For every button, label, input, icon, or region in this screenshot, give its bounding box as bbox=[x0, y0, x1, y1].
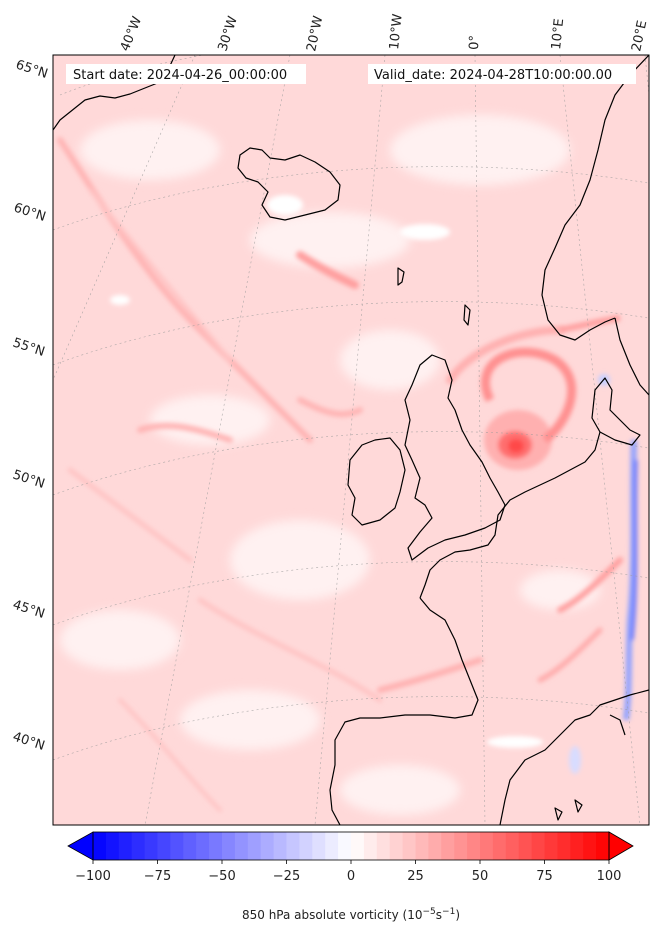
colorbar-cell bbox=[183, 832, 197, 860]
lon-label-30w: 30°W bbox=[216, 14, 241, 53]
lat-label-55n: 55°N bbox=[11, 336, 47, 360]
colorbar-cell bbox=[247, 832, 262, 860]
colorbar-cell bbox=[544, 832, 558, 860]
colorbar-cell bbox=[415, 832, 429, 860]
colorbar-tick-label: −75 bbox=[144, 869, 171, 884]
start-date-label: Start date: 2024-04-26_00:00:00 bbox=[73, 68, 287, 83]
colorbar-cell bbox=[376, 832, 391, 860]
lon-label-40w: 40°W bbox=[118, 14, 145, 53]
colorbar-cell bbox=[363, 832, 378, 860]
colorbar-tick-label: 50 bbox=[472, 869, 489, 884]
colorbar-ticks: −100 −75 −50 −25 0 25 50 75 100 bbox=[75, 860, 621, 884]
latitude-labels: 65°N 60°N 55°N 50°N 45°N 40°N bbox=[11, 58, 50, 754]
valid-date-box bbox=[368, 64, 636, 84]
lat-label-60n: 60°N bbox=[12, 201, 48, 225]
colorbar-cell bbox=[234, 832, 249, 860]
lat-label-65n: 65°N bbox=[14, 58, 50, 82]
colorbar-extend-low bbox=[67, 831, 94, 861]
longitude-labels: 40°W 30°W 20°W 10°W 0° 10°E 20°E bbox=[118, 13, 651, 53]
colorbar-cell bbox=[570, 832, 584, 860]
colorbar-cell bbox=[312, 832, 326, 860]
colorbar-cell bbox=[351, 832, 365, 860]
colorbar-cell bbox=[338, 832, 352, 860]
continent-north-coast bbox=[419, 431, 601, 599]
colorbar-tick-label: 25 bbox=[407, 869, 424, 884]
map-panel bbox=[52, 54, 650, 826]
colorbar: −100 −75 −50 −25 0 25 50 75 100 850 hPa absolute… bbox=[67, 831, 634, 922]
map-frame bbox=[52, 54, 650, 826]
vorticity-light-patches bbox=[60, 115, 600, 815]
lon-label-0: 0° bbox=[467, 35, 483, 50]
colorbar-cell bbox=[222, 832, 236, 860]
vorticity-white-patches bbox=[110, 195, 543, 748]
colorbar-cell bbox=[454, 832, 468, 860]
colorbar-tick-label: −50 bbox=[208, 869, 235, 884]
colorbar-cell bbox=[467, 832, 481, 860]
colorbar-cell bbox=[402, 832, 417, 860]
colorbar-cell bbox=[596, 832, 610, 860]
colorbar-cell bbox=[118, 832, 133, 860]
colorbar-label: 850 hPa absolute vorticity (10−5s−1) bbox=[242, 907, 460, 922]
colorbar-cell bbox=[273, 832, 288, 860]
start-date-box bbox=[66, 64, 306, 84]
colorbar-cell bbox=[480, 832, 494, 860]
colorbar-cell bbox=[557, 832, 571, 860]
colorbar-tick-label: 75 bbox=[536, 869, 553, 884]
colorbar-cell bbox=[299, 832, 313, 860]
colorbar-cell bbox=[131, 832, 146, 860]
iberia-east-coast bbox=[499, 689, 649, 825]
lon-label-20w: 20°W bbox=[304, 14, 326, 52]
colorbar-cell bbox=[518, 832, 533, 860]
colorbar-cell bbox=[260, 832, 275, 860]
colorbar-cell bbox=[583, 832, 597, 860]
colorbar-cell bbox=[209, 832, 223, 860]
colorbar-cell bbox=[93, 832, 107, 860]
lon-label-10e: 10°E bbox=[549, 18, 567, 51]
ireland-coast bbox=[347, 437, 406, 526]
france-atlantic-coast bbox=[329, 597, 479, 825]
colorbar-tick-label: 0 bbox=[347, 869, 355, 884]
colorbar-cell bbox=[286, 832, 300, 860]
negative-vorticity bbox=[569, 374, 638, 774]
colorbar-cell bbox=[492, 832, 507, 860]
lon-label-20e: 20°E bbox=[629, 19, 650, 53]
colorbar-tick-label: −100 bbox=[75, 869, 111, 884]
colorbar-cell bbox=[441, 832, 455, 860]
colorbar-cell bbox=[389, 832, 404, 860]
colorbar-cell bbox=[531, 832, 546, 860]
denmark-coast bbox=[591, 377, 641, 446]
colorbar-cell bbox=[505, 832, 520, 860]
valid-date-label: Valid_date: 2024-04-28T10:00:00.00 bbox=[374, 68, 612, 83]
colorbar-cell bbox=[196, 832, 210, 860]
iceland-coast bbox=[237, 147, 341, 221]
colorbar-extend-high bbox=[608, 831, 634, 861]
great-britain-coast bbox=[404, 354, 506, 561]
colorbar-cell bbox=[144, 832, 159, 860]
scandinavia-south-coast bbox=[614, 317, 649, 396]
colorbar-cell bbox=[428, 832, 442, 860]
colorbar-cell bbox=[157, 832, 171, 860]
colorbar-tick-label: −25 bbox=[273, 869, 300, 884]
colorbar-cells bbox=[93, 832, 610, 860]
vorticity-streaks bbox=[57, 137, 623, 812]
lat-label-40n: 40°N bbox=[11, 730, 47, 754]
lat-label-45n: 45°N bbox=[11, 598, 47, 622]
lon-label-10w: 10°W bbox=[387, 13, 406, 50]
colorbar-cell bbox=[105, 832, 120, 860]
colorbar-cell bbox=[170, 832, 184, 860]
norway-coast bbox=[541, 55, 649, 341]
colorbar-cell bbox=[325, 832, 339, 860]
lat-label-50n: 50°N bbox=[11, 468, 47, 492]
north-sea-vortex bbox=[480, 315, 621, 470]
colorbar-tick-label: 100 bbox=[597, 869, 622, 884]
